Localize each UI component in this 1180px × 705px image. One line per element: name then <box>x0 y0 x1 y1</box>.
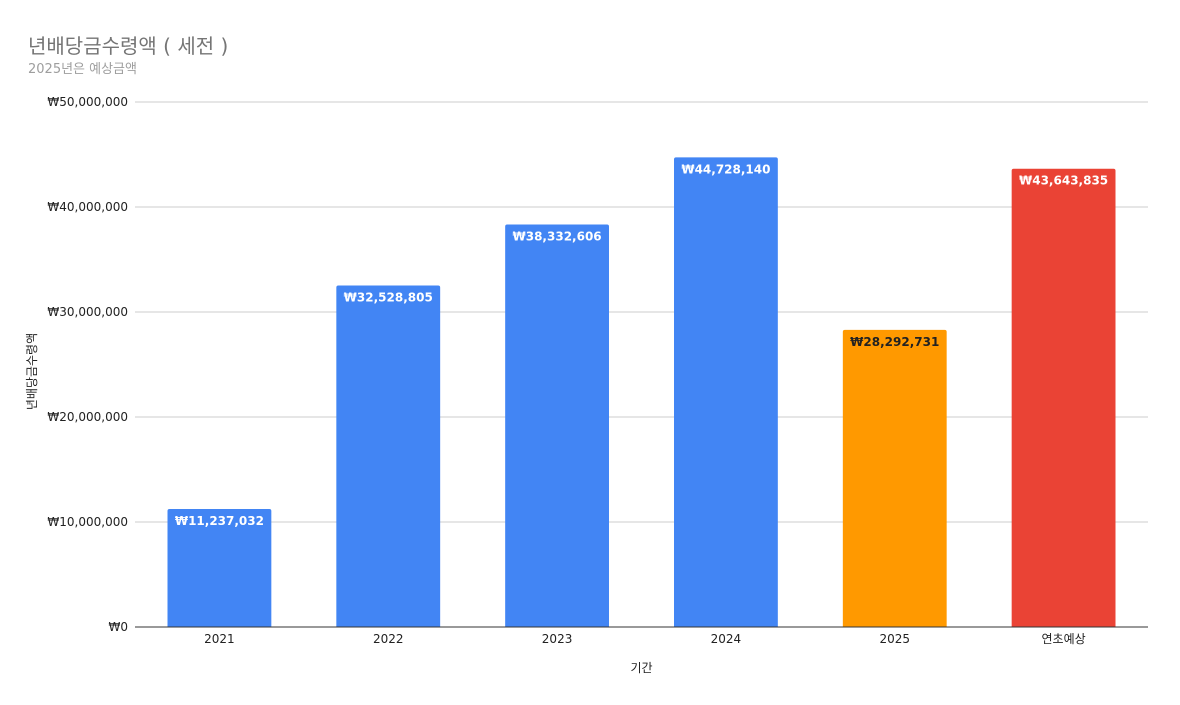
data-label: ₩11,237,032 <box>175 514 264 528</box>
y-tick-label: ₩10,000,000 <box>47 515 128 529</box>
x-axis-title: 기간 <box>630 661 652 675</box>
y-tick-label: ₩50,000,000 <box>47 95 128 109</box>
y-axis-title: 년배당금수령액 <box>25 333 39 410</box>
data-label: ₩28,292,731 <box>850 335 939 349</box>
x-tick-label: 2022 <box>373 632 404 646</box>
y-tick-label: ₩40,000,000 <box>47 200 128 214</box>
data-label: ₩44,728,140 <box>681 162 770 176</box>
axes: ₩0 ₩10,000,000 ₩20,000,000 ₩30,000,000 ₩40,0… <box>47 95 1148 646</box>
x-tick-label: 2023 <box>542 632 573 646</box>
y-tick-label: ₩20,000,000 <box>47 410 128 424</box>
chart-subtitle: 2025년은 예상금액 <box>28 62 137 77</box>
data-label: ₩38,332,606 <box>513 230 602 244</box>
bar-2025 <box>842 329 947 627</box>
bars <box>167 157 1116 627</box>
gridlines <box>135 101 1148 523</box>
bar-연초예상 <box>1011 168 1116 627</box>
bar-2022 <box>336 285 441 627</box>
x-tick-label: 2024 <box>711 632 742 646</box>
data-label: ₩43,643,835 <box>1019 174 1108 188</box>
x-tick-label: 연초예상 <box>1041 632 1085 646</box>
bar-2021 <box>167 509 272 627</box>
data-labels: ₩11,237,032 ₩32,528,805 ₩38,332,606 ₩44,728… <box>175 162 1108 528</box>
bar-2023 <box>505 224 609 627</box>
y-tick-label: ₩0 <box>109 620 129 634</box>
data-label: ₩32,528,805 <box>344 290 433 304</box>
y-tick-label: ₩30,000,000 <box>47 305 128 319</box>
x-tick-label: 2025 <box>879 632 910 646</box>
bar-2024 <box>674 157 778 627</box>
chart-title: 년배당금수령액 ( 세전 ) <box>28 34 229 58</box>
x-tick-label: 2021 <box>204 632 235 646</box>
